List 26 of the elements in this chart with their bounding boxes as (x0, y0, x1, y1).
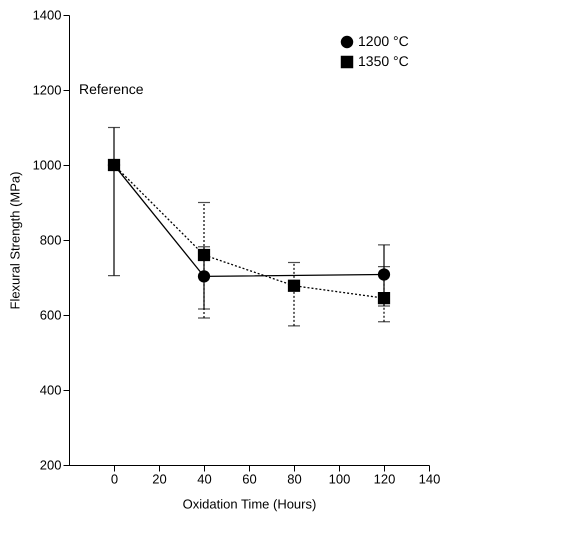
legend-label: 1200 °C (358, 33, 409, 49)
point (108, 158, 120, 172)
x-tick-label: 100 (328, 472, 350, 486)
legend-label: 1350 °C (358, 53, 409, 69)
y-tick-label: 400 (40, 382, 62, 398)
x-tick-label: 60 (242, 472, 257, 486)
x-tick-label: 0 (110, 472, 118, 486)
point (198, 248, 210, 262)
y-tick-label: 600 (40, 308, 62, 322)
point (198, 270, 210, 282)
x-tick-label: 80 (287, 472, 302, 486)
y-axis-title: Flexural Strength (MPa) (8, 172, 23, 310)
y-tick-label: 800 (40, 232, 62, 248)
y-tick-label: 1400 (32, 8, 62, 22)
x-tick-label: 20 (152, 472, 167, 486)
x-tick-label: 40 (197, 472, 212, 486)
point (288, 280, 300, 292)
x-tick-label: 140 (418, 472, 440, 486)
x-tick-label: 120 (374, 472, 396, 486)
annotation: Reference (79, 81, 144, 97)
x-axis-title: Oxidation Time (Hours) (182, 496, 316, 512)
point (378, 292, 390, 304)
y-tick-label: 1000 (32, 158, 62, 172)
y-tick-label: 1200 (32, 82, 62, 98)
point (378, 268, 390, 281)
y-tick-label: 200 (40, 458, 62, 472)
